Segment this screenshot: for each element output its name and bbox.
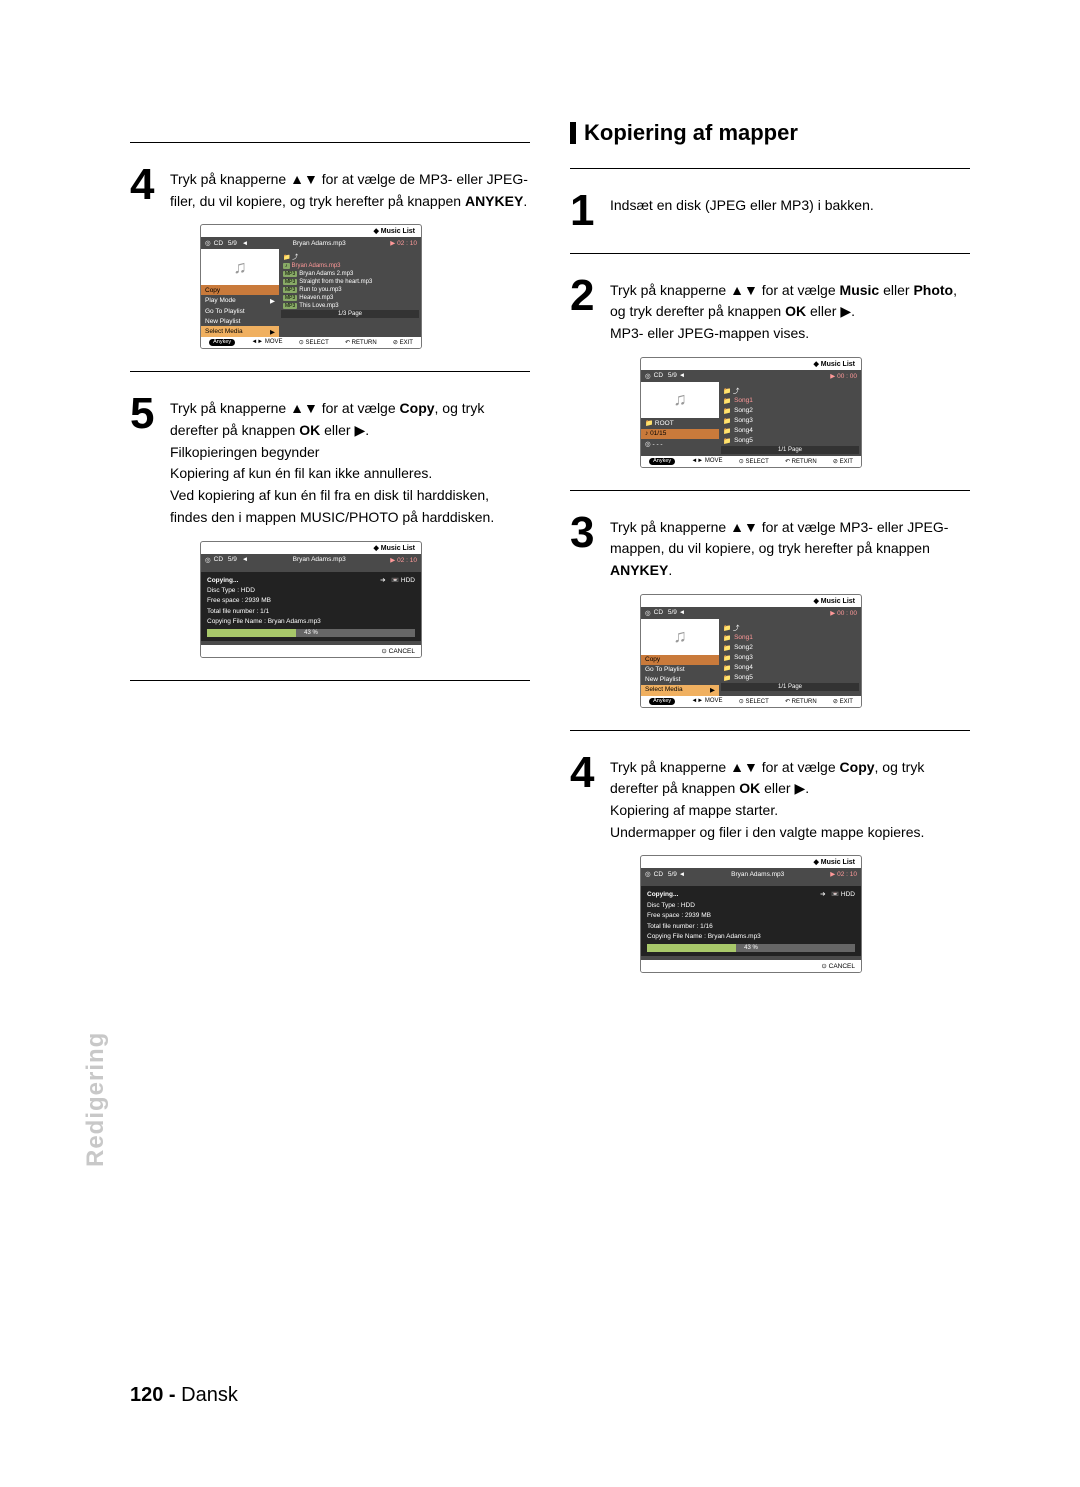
menu-playmode: Play Mode▶ [201, 295, 279, 306]
left-column: 4 Tryk på knapperne ▲▼ for at vælge de M… [130, 120, 530, 981]
section-title: Kopiering af mapper [570, 120, 970, 146]
step-3-right: 3 Tryk på knapperne ▲▼ for at vælge MP3-… [570, 513, 970, 582]
step-4-left: 4 Tryk på knapperne ▲▼ for at vælge de M… [130, 165, 530, 212]
hint-bar: Anykey ◄► MOVE ⊙ SELECT ↶ RETURN ⊘ EXIT [201, 337, 421, 348]
menu-copy: Copy [201, 285, 279, 295]
step-4-right: 4 Tryk på knapperne ▲▼ for at vælge Copy… [570, 753, 970, 844]
right-column: Kopiering af mapper 1 Indsæt en disk (JP… [570, 120, 970, 981]
progress-bar: 43 % [207, 629, 415, 637]
nav-count: ♪ 01/15 [641, 429, 719, 439]
mock-header: Music List [201, 225, 421, 237]
menu-select-media: Select Media▶ [201, 326, 279, 337]
disc-icon: ♫ [201, 249, 279, 285]
step-number: 4 [130, 165, 164, 205]
menu-newpl: New Playlist [201, 316, 279, 326]
step-2-right: 2 Tryk på knapperne ▲▼ for at vælge Musi… [570, 276, 970, 345]
menu-goto: Go To Playlist [201, 306, 279, 316]
screenshot-copying-2: Music List ◎CD 5/9 ◄ Bryan Adams.mp3 ▶ 0… [640, 855, 862, 973]
side-tab: Redigering [82, 1032, 110, 1167]
step-1-right: 1 Indsæt en disk (JPEG eller MP3) i bakk… [570, 191, 970, 231]
step-number: 5 [130, 394, 164, 434]
screenshot-folder-list-menu: Music List ◎CD 5/9 ◄ ▶ 00 : 00 ♫ Copy Go… [640, 594, 862, 708]
divider [130, 142, 530, 143]
step-text: Tryk på knapperne ▲▼ for at vælge Copy, … [170, 394, 530, 528]
copying-popup: Copying...➔ 📼 HDD Disc Type : HDD Free s… [201, 572, 421, 642]
divider [130, 371, 530, 372]
screenshot-copying-1: Music List ◎CD 5/9 ◄ Bryan Adams.mp3 ▶ 0… [200, 541, 422, 659]
screenshot-folder-list-root: Music List ◎CD 5/9 ◄ ▶ 00 : 00 ♫ 📁 ROOT … [640, 357, 862, 468]
screenshot-music-list-files: Music List ◎CD 5/9 ◄ Bryan Adams.mp3 ▶ 0… [200, 224, 422, 349]
page-footer: 120 - Dansk [130, 1384, 238, 1407]
step-text: Tryk på knapperne ▲▼ for at vælge de MP3… [170, 165, 530, 212]
divider [130, 680, 530, 681]
page-indicator: 1/3 Page [281, 310, 419, 318]
cancel-hint: ⊙ CANCEL [201, 645, 421, 657]
up-folder: 📁 ⤴ [281, 251, 419, 262]
mock-title-bar: ◎CD 5/9 ◄ Bryan Adams.mp3 ▶ 02 : 10 [201, 237, 421, 249]
nav-root: 📁 ROOT [641, 418, 719, 429]
step-5-left: 5 Tryk på knapperne ▲▼ for at vælge Copy… [130, 394, 530, 528]
file-row: ♪Bryan Adams.mp3 [281, 262, 419, 270]
